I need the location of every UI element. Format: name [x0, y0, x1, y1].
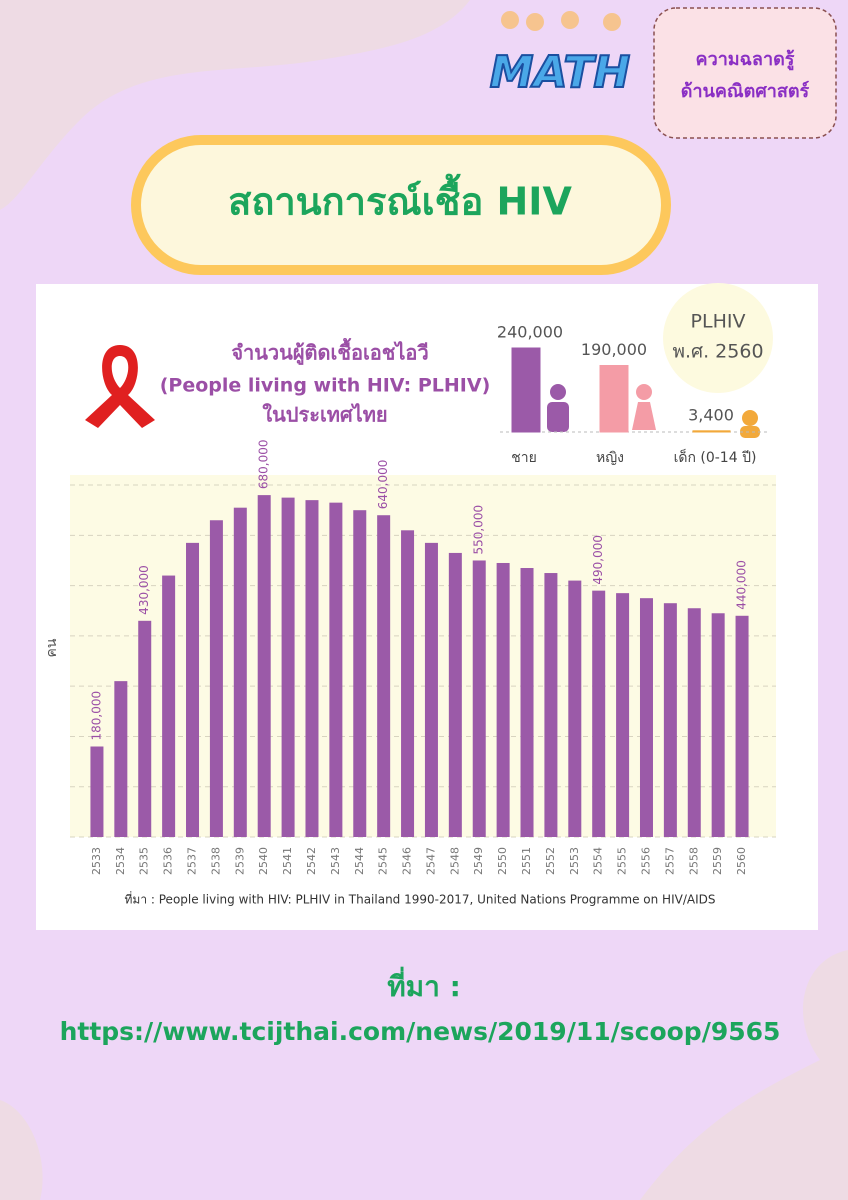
- bar: [687, 608, 701, 837]
- logo: MATH: [489, 11, 631, 99]
- bar: [401, 530, 415, 837]
- x-tick-label: 2550: [496, 847, 509, 875]
- category-label: หญิง: [596, 450, 624, 466]
- badge-text: ด้านคณิตศาสตร์: [681, 80, 810, 102]
- bar: [329, 502, 343, 837]
- inset-bar: [599, 365, 629, 433]
- x-tick-label: 2555: [616, 847, 629, 875]
- source-text: ที่มา : People living with HIV: PLHIV in…: [125, 891, 716, 907]
- x-tick-label: 2559: [711, 847, 724, 875]
- chart-title: ในประเทศไทย: [262, 403, 387, 427]
- female-icon: [632, 384, 656, 430]
- bar: [305, 500, 319, 837]
- page-title: สถานการณ์เชื้อ HIV: [228, 174, 572, 224]
- category-label: เด็ก (0-14 ปี): [674, 448, 757, 466]
- plhiv-text: PLHIV: [691, 311, 746, 333]
- x-tick-label: 2554: [592, 847, 605, 875]
- x-tick-label: 2544: [353, 847, 366, 875]
- x-tick-label: 2557: [663, 847, 676, 875]
- bar: [424, 542, 438, 837]
- bar: [592, 590, 606, 837]
- male-icon: [547, 384, 569, 432]
- x-tick-label: 2537: [186, 847, 199, 875]
- blob: [640, 950, 848, 1200]
- bar: [186, 542, 200, 837]
- x-tick-label: 2556: [639, 847, 652, 875]
- bar: [663, 603, 677, 837]
- x-tick-label: 2535: [138, 847, 151, 875]
- x-tick-label: 2541: [281, 847, 294, 875]
- bar: [281, 497, 295, 837]
- data-label: 490,000: [591, 535, 605, 585]
- footer-url: https://www.tcijthai.com/news/2019/11/sc…: [60, 1017, 781, 1046]
- data-label: 680,000: [257, 439, 271, 489]
- logo-text: MATH: [490, 47, 630, 98]
- bar: [353, 510, 367, 837]
- chart-title: (People living with HIV: PLHIV): [160, 375, 491, 397]
- category-label: ชาย: [511, 450, 537, 466]
- footer-label: ที่มา :: [387, 966, 461, 1003]
- plhiv-circle: [663, 283, 773, 393]
- bar: [496, 562, 510, 837]
- data-label: 190,000: [581, 340, 647, 359]
- blob: [0, 0, 470, 210]
- bar: [544, 573, 558, 837]
- bar: [90, 746, 104, 837]
- bar: [257, 495, 271, 837]
- title-pill: [131, 135, 671, 275]
- bar: [114, 681, 128, 837]
- bar: [377, 515, 391, 837]
- bar: [639, 598, 653, 837]
- bar: [233, 507, 247, 837]
- bar: [711, 613, 725, 837]
- data-label: 430,000: [137, 565, 151, 615]
- x-tick-label: 2534: [114, 847, 127, 875]
- data-label: 180,000: [89, 691, 103, 741]
- bar: [735, 615, 749, 837]
- bar: [472, 560, 486, 837]
- chart-title: จำนวนผู้ติดเชื้อเอชไอวี: [231, 338, 428, 367]
- blob: [0, 1100, 43, 1200]
- bar: [568, 580, 582, 837]
- x-tick-label: 2539: [233, 847, 246, 875]
- ribbon-icon: [85, 345, 155, 428]
- x-tick-label: 2553: [568, 847, 581, 875]
- x-tick-label: 2560: [735, 847, 748, 875]
- x-tick-label: 2545: [377, 847, 390, 875]
- x-tick-label: 2543: [329, 847, 342, 875]
- x-tick-label: 2558: [687, 847, 700, 875]
- x-tick-label: 2548: [448, 847, 461, 875]
- x-tick-label: 2538: [209, 847, 222, 875]
- x-tick-label: 2540: [257, 847, 270, 875]
- data-label: 240,000: [497, 323, 563, 342]
- inset-bar: [692, 430, 731, 433]
- x-tick-label: 2546: [401, 847, 414, 875]
- bar: [616, 593, 630, 837]
- x-tick-label: 2549: [472, 847, 485, 875]
- bar: [209, 520, 223, 837]
- bar: [520, 568, 534, 837]
- bar: [448, 552, 462, 837]
- badge-box: [653, 7, 837, 139]
- x-tick-label: 2536: [162, 847, 175, 875]
- y-axis-label: คน: [44, 638, 60, 657]
- bar: [162, 575, 176, 837]
- badge-text: ความฉลาดรู้: [696, 49, 795, 71]
- data-label: 3,400: [688, 405, 734, 424]
- x-tick-label: 2551: [520, 847, 533, 875]
- data-label: 550,000: [472, 505, 486, 555]
- bar: [138, 620, 152, 837]
- x-tick-label: 2542: [305, 847, 318, 875]
- plhiv-text: พ.ศ. 2560: [672, 341, 763, 363]
- data-label: 440,000: [735, 560, 749, 610]
- x-tick-label: 2547: [424, 847, 437, 875]
- x-tick-label: 2533: [90, 847, 103, 875]
- x-tick-label: 2552: [544, 847, 557, 875]
- inset-bar: [511, 347, 541, 433]
- data-label: 640,000: [376, 460, 390, 510]
- child-icon: [740, 410, 760, 438]
